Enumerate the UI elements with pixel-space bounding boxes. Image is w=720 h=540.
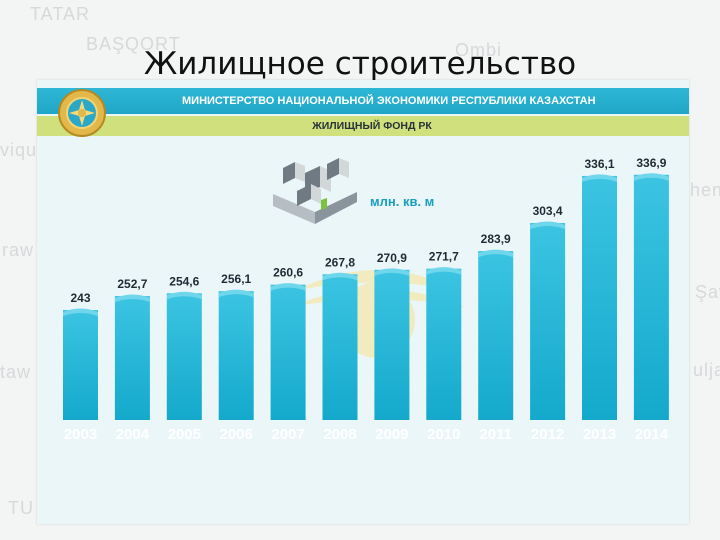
bar-cap [322,272,358,281]
map-label: taw [0,362,32,382]
bar-2014 [633,174,669,420]
bar-2012 [530,223,566,420]
map-label: hen [690,180,720,200]
map-label: raw [2,240,35,260]
bar-2009 [374,269,410,420]
value-label: 336,9 [636,156,666,170]
year-tick-label: 2008 [323,426,356,443]
bar-cap [426,267,462,275]
bar-2003 [63,310,98,420]
bar-cap [633,173,669,181]
year-tick-label: 2007 [271,426,304,443]
bar-cap [218,289,254,298]
value-label: 260,6 [273,266,303,280]
value-label: 270,9 [377,251,407,265]
year-tick-label: 2011 [479,426,512,443]
map-label: Şaw [695,282,720,302]
infographic-slide: МИНИСТЕРСТВО НАЦИОНАЛЬНОЙ ЭКОНОМИКИ РЕСП… [37,80,689,524]
year-tick-label: 2006 [220,426,253,443]
map-label: Ombi [455,40,503,60]
year-tick-label: 2004 [116,426,150,443]
bar-2008 [322,274,358,420]
value-label: 254,6 [169,274,199,288]
bar-2011 [478,251,514,420]
bar-cap [63,308,98,316]
value-label: 243 [70,291,90,305]
year-tick-label: 2003 [64,426,97,443]
map-label: BAŞQORT [86,34,181,54]
year-tick-label: 2012 [531,426,564,443]
year-tick-label: 2013 [583,426,616,443]
bar-cap [114,294,150,303]
value-label: 256,1 [221,272,251,286]
bar-2010 [426,268,462,420]
bar-cap [374,268,410,276]
bar-cap [582,174,617,182]
unit-label: млн. кв. м [370,194,435,209]
bar-2006 [218,291,254,420]
map-label: uljar [693,360,720,380]
year-tick-label: 2010 [427,426,460,443]
page-title: Жилищное строительство [143,46,577,82]
housing-fund-subtitle: ЖИЛИЩНЫЙ ФОНД РК [312,120,432,132]
header-band [37,88,689,114]
bar-cap [270,283,306,291]
bar-cap [478,249,514,258]
map-label: viqu [0,140,38,160]
bar-2007 [270,284,306,420]
value-label: 271,7 [429,250,459,264]
kazakhstan-emblem-icon [58,89,106,137]
value-label: 336,1 [584,157,614,171]
year-tick-label: 2005 [168,426,201,443]
bar-2013 [582,175,617,420]
subheader-band [37,116,689,136]
bar-chart: 243 2003 252,7 2004 254,6 2005 256,1 2006 260,6 2… [63,156,669,443]
bar-cap [530,221,566,230]
buildings-icon [273,158,357,224]
bar-2004 [114,296,150,420]
value-label: 303,4 [533,204,563,218]
ministry-heading: МИНИСТЕРСТВО НАЦИОНАЛЬНОЙ ЭКОНОМИКИ РЕСП… [182,95,596,107]
bar-2005 [166,293,202,420]
bar-cap [166,291,202,300]
value-label: 267,8 [325,255,355,269]
map-label: TATAR [30,4,90,24]
map-label: TU [8,498,34,518]
value-label: 283,9 [481,232,511,246]
year-tick-label: 2014 [635,426,669,443]
year-tick-label: 2009 [375,426,408,443]
value-label: 252,7 [117,277,147,291]
